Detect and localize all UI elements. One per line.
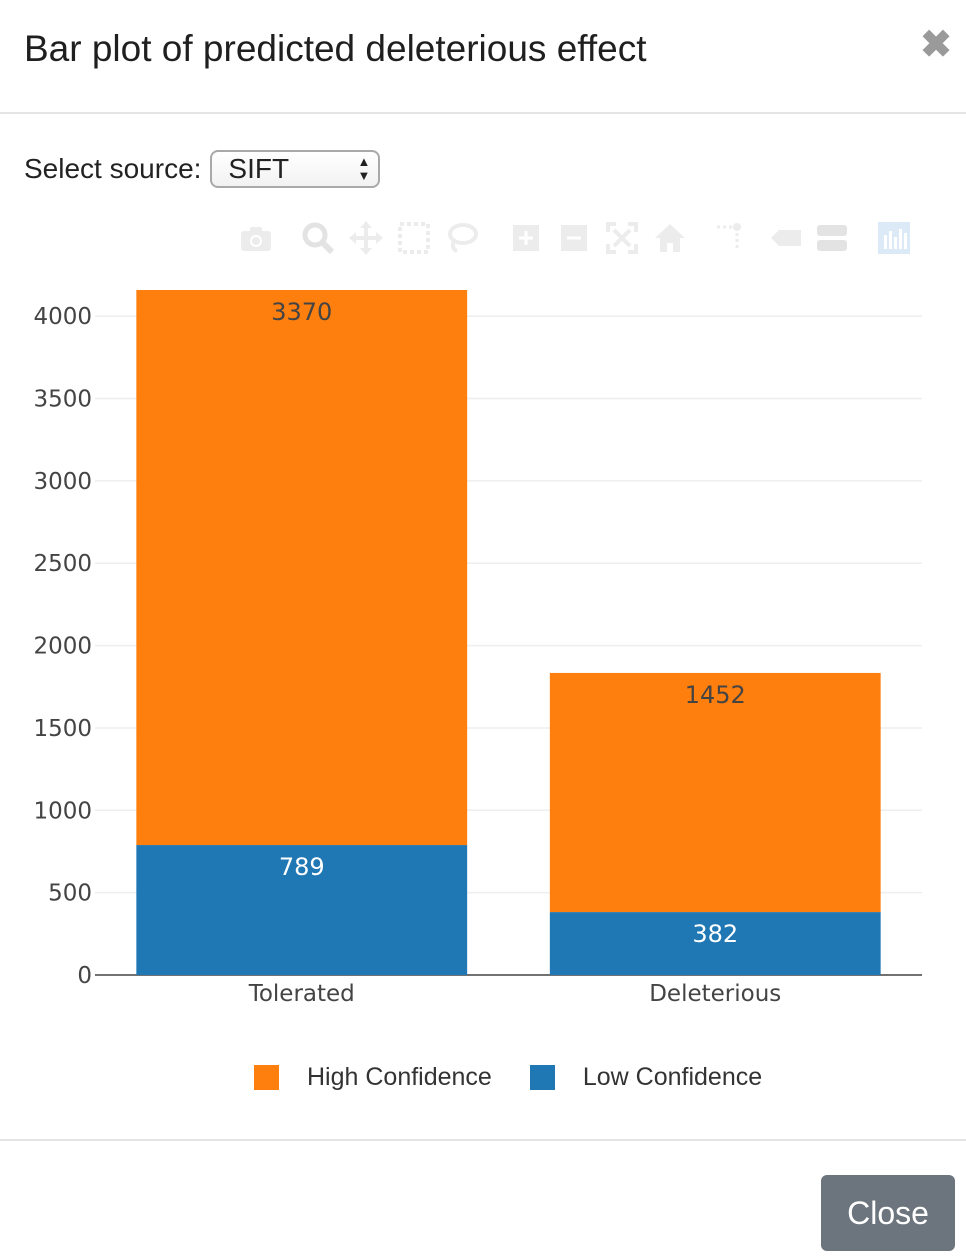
box-select-icon[interactable] bbox=[394, 218, 434, 258]
plotly-logo-icon[interactable] bbox=[874, 218, 914, 258]
legend-item-high-confidence[interactable]: High Confidence bbox=[254, 1063, 492, 1092]
source-selector-row: Select source: SIFT ▲ ▼ bbox=[24, 148, 381, 190]
legend-item-low-confidence[interactable]: Low Confidence bbox=[529, 1062, 763, 1092]
y-tick-label: 4000 bbox=[33, 304, 92, 330]
data-label: 1452 bbox=[685, 681, 746, 709]
pan-icon[interactable] bbox=[346, 218, 386, 258]
chart-area: 0 500 1000 1500 2000 2500 3000 3500 4000 789 3370 T… bbox=[0, 260, 966, 1020]
legend-swatch-high bbox=[254, 1064, 279, 1090]
bar-high-deleterious bbox=[549, 672, 881, 913]
modal-title: Bar plot of predicted deleterious effect bbox=[24, 28, 647, 69]
bar-high-tolerated bbox=[136, 290, 468, 846]
bar-low-deleterious bbox=[549, 912, 881, 975]
legend-swatch-low bbox=[529, 1064, 555, 1090]
x-tick-label: Deleterious bbox=[649, 981, 781, 1007]
hover-closest-icon[interactable] bbox=[766, 218, 806, 258]
legend-label-low: Low Confidence bbox=[582, 1062, 763, 1091]
lasso-select-icon[interactable] bbox=[442, 218, 482, 258]
source-select-value: SIFT bbox=[228, 153, 290, 184]
y-tick-label: 2000 bbox=[33, 634, 92, 660]
y-tick-label: 3500 bbox=[33, 387, 92, 413]
legend-label-high: High Confidence bbox=[307, 1062, 492, 1091]
source-label: Select source: bbox=[24, 153, 202, 184]
data-label: 789 bbox=[279, 853, 325, 881]
x-tick-label: Tolerated bbox=[248, 981, 355, 1007]
autoscale-icon[interactable] bbox=[602, 218, 642, 258]
y-tick-label: 1000 bbox=[33, 798, 92, 824]
reset-axes-icon[interactable] bbox=[650, 218, 690, 258]
y-tick-label: 2500 bbox=[33, 551, 92, 577]
spike-lines-icon[interactable] bbox=[710, 218, 750, 258]
zoom-in-icon[interactable] bbox=[506, 218, 546, 258]
modal-header: Bar plot of predicted deleterious effect… bbox=[0, 0, 966, 114]
close-icon[interactable]: ✖ bbox=[920, 24, 952, 66]
data-label: 3370 bbox=[271, 298, 332, 326]
select-arrows-icon: ▲ ▼ bbox=[357, 154, 371, 183]
y-tick-label: 0 bbox=[77, 963, 92, 989]
zoom-out-icon[interactable] bbox=[554, 218, 594, 258]
bar-chart: 0 500 1000 1500 2000 2500 3000 3500 4000 789 3370 T… bbox=[33, 290, 922, 1007]
hover-compare-icon[interactable] bbox=[812, 218, 852, 258]
data-label: 382 bbox=[692, 920, 738, 948]
y-tick-label: 1500 bbox=[33, 716, 92, 742]
close-button[interactable]: Close bbox=[821, 1175, 955, 1251]
modal-footer: Close bbox=[0, 1139, 966, 1257]
y-tick-label: 500 bbox=[48, 881, 92, 907]
camera-icon[interactable] bbox=[236, 218, 276, 258]
y-tick-label: 3000 bbox=[33, 469, 92, 495]
chart-legend: High Confidence Low Confidence bbox=[254, 1060, 800, 1094]
source-select[interactable]: SIFT ▲ ▼ bbox=[210, 150, 381, 188]
plot-modebar bbox=[236, 218, 926, 258]
bar-low-tolerated bbox=[136, 845, 468, 975]
zoom-icon[interactable] bbox=[298, 218, 338, 258]
